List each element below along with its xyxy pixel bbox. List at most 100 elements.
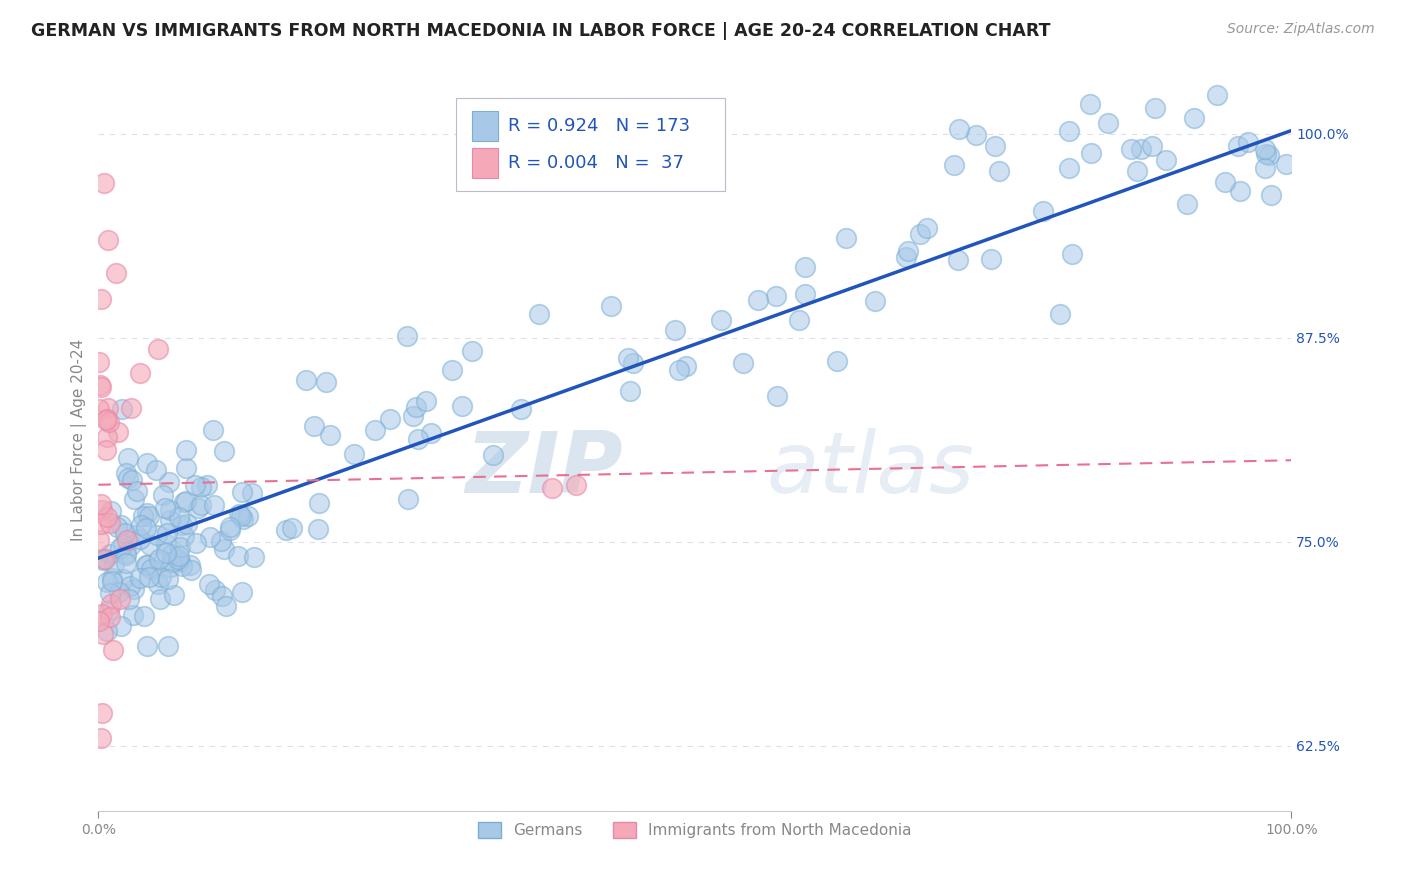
Point: [155, 546, 177, 560]
Point: [108, 585, 131, 599]
Point: [160, 555, 183, 569]
Point: [135, 521, 157, 535]
Point: [1143, 101, 1166, 115]
Point: [120, 538, 142, 552]
Point: [110, 619, 132, 633]
Point: [450, 399, 472, 413]
Point: [195, 477, 218, 491]
Point: [984, 139, 1007, 153]
Point: [148, 551, 170, 566]
Point: [156, 640, 179, 654]
Point: [180, 563, 202, 577]
Point: [228, 507, 250, 521]
Point: [100, 574, 122, 588]
Point: [128, 571, 150, 585]
Point: [527, 307, 550, 321]
Point: [91, 552, 114, 566]
Point: [1154, 153, 1177, 167]
FancyBboxPatch shape: [456, 98, 724, 191]
Point: [135, 558, 157, 573]
Point: [90, 292, 112, 306]
Point: [226, 549, 249, 563]
Point: [90, 503, 112, 517]
Point: [243, 549, 266, 564]
Point: [176, 516, 198, 531]
Point: [835, 231, 858, 245]
Point: [90, 706, 112, 721]
Point: [1254, 161, 1277, 176]
Point: [117, 450, 139, 465]
Point: [1229, 184, 1251, 198]
Point: [664, 322, 686, 336]
Point: [980, 252, 1002, 266]
Point: [204, 582, 226, 597]
Point: [1059, 124, 1081, 138]
Point: [965, 128, 987, 143]
Point: [120, 579, 142, 593]
Point: [747, 293, 769, 308]
Point: [90, 497, 112, 511]
Point: [136, 639, 159, 653]
Point: [90, 731, 112, 745]
Point: [482, 449, 505, 463]
Point: [169, 554, 191, 568]
Point: [396, 491, 419, 506]
Point: [198, 576, 221, 591]
Point: [420, 425, 443, 440]
Point: [89, 355, 111, 369]
Point: [146, 528, 169, 542]
Point: [173, 529, 195, 543]
Point: [87, 614, 110, 628]
Point: [129, 366, 152, 380]
Point: [170, 559, 193, 574]
Point: [1078, 97, 1101, 112]
Point: [114, 549, 136, 563]
Point: [731, 355, 754, 369]
Point: [157, 475, 180, 489]
Point: [134, 609, 156, 624]
Point: [617, 351, 640, 366]
Point: [1140, 139, 1163, 153]
Point: [155, 500, 177, 515]
Point: [94, 413, 117, 427]
Point: [198, 530, 221, 544]
Point: [156, 525, 179, 540]
Point: [136, 457, 159, 471]
Point: [98, 586, 121, 600]
Point: [115, 466, 138, 480]
Point: [94, 552, 117, 566]
Point: [343, 447, 366, 461]
Point: [948, 252, 970, 267]
Point: [190, 498, 212, 512]
Point: [141, 562, 163, 576]
Point: [138, 508, 160, 523]
Point: [101, 571, 124, 585]
Point: [138, 538, 160, 552]
Point: [163, 588, 186, 602]
Point: [948, 121, 970, 136]
Point: [111, 572, 134, 586]
Point: [190, 480, 212, 494]
Point: [98, 415, 121, 429]
Point: [1258, 147, 1281, 161]
Point: [415, 393, 437, 408]
Point: [915, 221, 938, 235]
Point: [112, 538, 135, 552]
Point: [94, 442, 117, 457]
Point: [315, 375, 337, 389]
Point: [118, 591, 141, 606]
Point: [441, 363, 464, 377]
Point: [209, 534, 232, 549]
Point: [160, 547, 183, 561]
Point: [908, 227, 931, 241]
Point: [765, 289, 787, 303]
Text: R = 0.924   N = 173: R = 0.924 N = 173: [508, 117, 690, 135]
Point: [307, 522, 329, 536]
FancyBboxPatch shape: [472, 111, 498, 141]
Point: [98, 602, 121, 616]
Point: [159, 502, 181, 516]
Point: [166, 552, 188, 566]
Point: [302, 419, 325, 434]
Text: Source: ZipAtlas.com: Source: ZipAtlas.com: [1227, 22, 1375, 37]
Point: [1097, 115, 1119, 129]
